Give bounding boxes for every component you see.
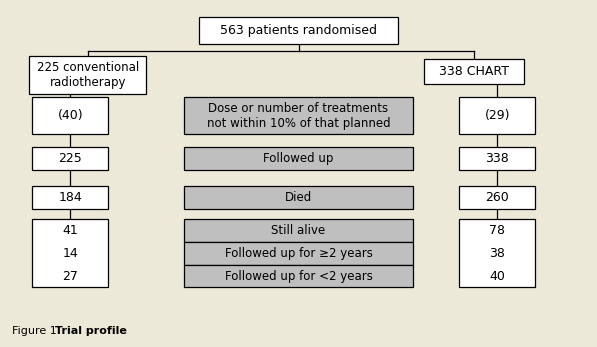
FancyBboxPatch shape [460, 186, 536, 209]
FancyBboxPatch shape [199, 17, 398, 44]
Text: 225 conventional
radiotherapy: 225 conventional radiotherapy [37, 61, 139, 89]
FancyBboxPatch shape [460, 97, 536, 134]
Text: Still alive: Still alive [272, 224, 325, 237]
Text: 338 CHART: 338 CHART [439, 65, 509, 78]
Text: Died: Died [285, 191, 312, 204]
Text: 338: 338 [485, 152, 509, 166]
FancyBboxPatch shape [184, 242, 413, 265]
Text: 78: 78 [490, 224, 506, 237]
Text: Dose or number of treatments
not within 10% of that planned: Dose or number of treatments not within … [207, 102, 390, 130]
FancyBboxPatch shape [184, 265, 413, 287]
Text: 14: 14 [63, 247, 78, 260]
FancyBboxPatch shape [32, 97, 108, 134]
FancyBboxPatch shape [184, 147, 413, 170]
FancyBboxPatch shape [32, 186, 108, 209]
FancyBboxPatch shape [184, 97, 413, 134]
Text: 184: 184 [59, 191, 82, 204]
Text: Followed up: Followed up [263, 152, 334, 166]
FancyBboxPatch shape [32, 219, 108, 287]
Text: Followed up for ≥2 years: Followed up for ≥2 years [224, 247, 373, 260]
Text: 260: 260 [485, 191, 509, 204]
Text: 27: 27 [63, 270, 78, 282]
FancyBboxPatch shape [424, 59, 524, 84]
Text: (29): (29) [485, 109, 510, 122]
FancyBboxPatch shape [32, 147, 108, 170]
FancyBboxPatch shape [184, 186, 413, 209]
Text: 225: 225 [59, 152, 82, 166]
Text: 563 patients randomised: 563 patients randomised [220, 24, 377, 37]
Text: Followed up for <2 years: Followed up for <2 years [224, 270, 373, 282]
Text: Trial profile: Trial profile [54, 326, 127, 336]
Text: Figure 1:: Figure 1: [12, 326, 64, 336]
FancyBboxPatch shape [460, 147, 536, 170]
Text: 41: 41 [63, 224, 78, 237]
Text: 40: 40 [490, 270, 505, 282]
FancyBboxPatch shape [29, 56, 146, 94]
FancyBboxPatch shape [184, 219, 413, 242]
FancyBboxPatch shape [460, 219, 536, 287]
Text: 38: 38 [490, 247, 505, 260]
Text: (40): (40) [57, 109, 83, 122]
